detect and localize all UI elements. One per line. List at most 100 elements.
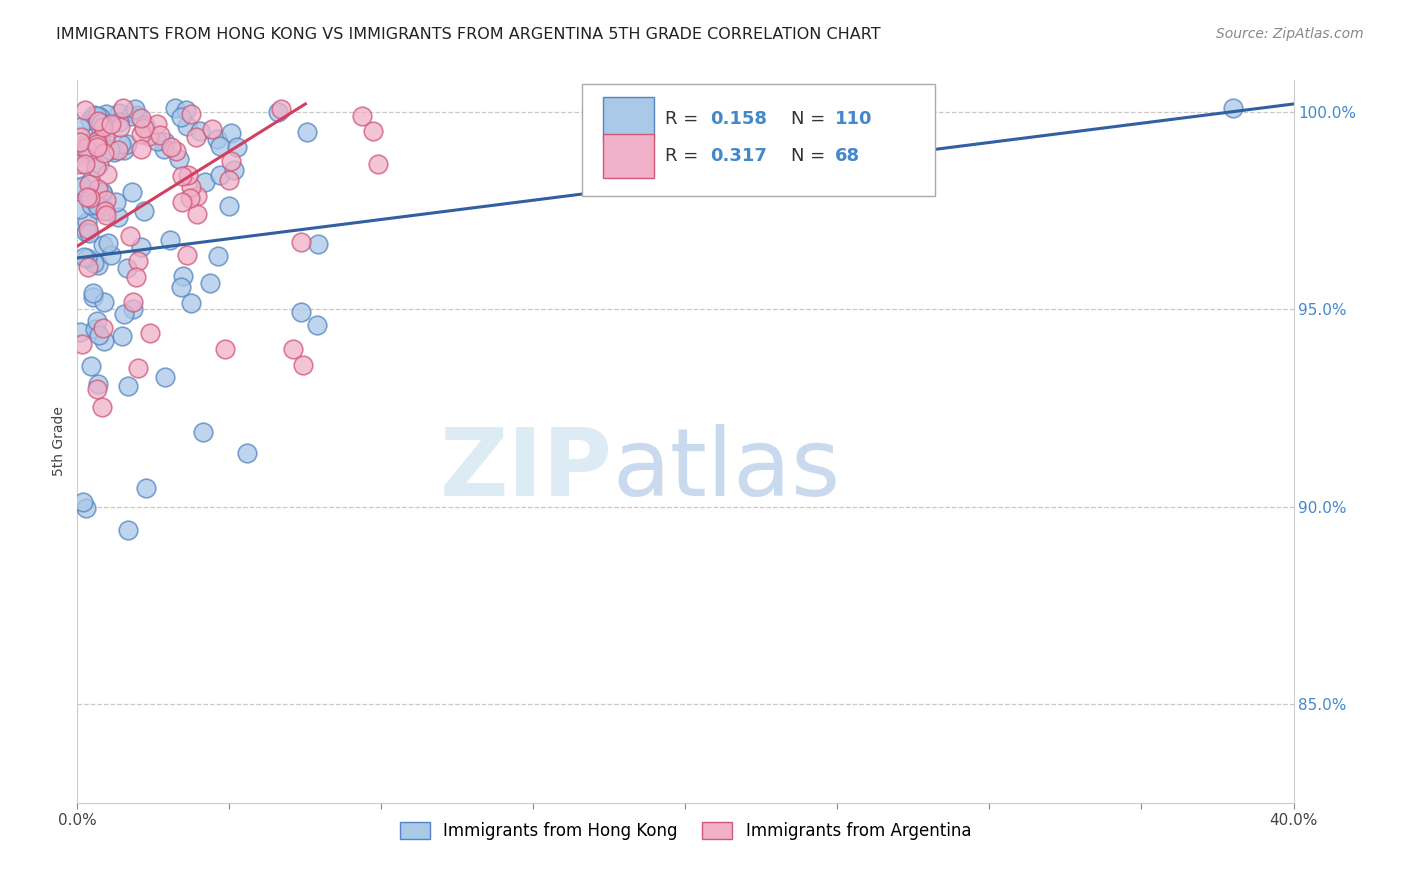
Point <box>83 195 105 210</box>
Point <box>176 103 198 118</box>
Point <box>70 129 93 144</box>
Text: N =: N = <box>792 147 831 165</box>
Point <box>122 295 145 310</box>
Point <box>69 144 91 158</box>
Point <box>363 124 385 138</box>
Point <box>89 194 111 208</box>
Point <box>73 136 96 151</box>
Point <box>129 111 152 125</box>
Point <box>186 189 208 203</box>
Point <box>172 268 194 283</box>
Point <box>93 204 115 219</box>
Legend: Immigrants from Hong Kong, Immigrants from Argentina: Immigrants from Hong Kong, Immigrants fr… <box>392 815 979 847</box>
Point <box>86 382 108 396</box>
Point <box>108 106 131 120</box>
Point <box>69 325 91 339</box>
Point <box>91 237 114 252</box>
Point <box>132 121 155 136</box>
Text: ZIP: ZIP <box>440 425 613 516</box>
Point <box>160 140 183 154</box>
Point <box>209 138 232 153</box>
Text: N =: N = <box>792 110 831 128</box>
Point <box>94 131 117 145</box>
Point <box>87 328 110 343</box>
Point <box>82 290 104 304</box>
Point <box>87 113 110 128</box>
Point <box>90 185 112 199</box>
Point <box>77 136 100 151</box>
Point <box>100 248 122 262</box>
Point <box>76 252 98 266</box>
Point <box>79 145 101 160</box>
Point <box>80 136 103 150</box>
Point <box>77 177 100 191</box>
Point <box>73 250 96 264</box>
Point <box>176 248 198 262</box>
Point <box>139 326 162 341</box>
Point <box>90 401 112 415</box>
Point <box>70 337 93 351</box>
Point <box>214 342 236 356</box>
Point <box>125 108 148 122</box>
Point <box>83 322 105 336</box>
Point <box>93 145 115 160</box>
Point <box>86 198 108 212</box>
Point <box>89 120 111 135</box>
Point <box>124 102 146 116</box>
Point <box>201 121 224 136</box>
Point <box>267 104 290 119</box>
Point <box>111 329 134 343</box>
Point <box>72 179 94 194</box>
Point <box>112 306 135 320</box>
Point <box>180 180 202 194</box>
Point <box>281 343 304 357</box>
Point <box>111 101 134 115</box>
Point <box>86 134 108 148</box>
Text: 110: 110 <box>835 110 873 128</box>
Point <box>73 157 96 171</box>
Point <box>90 116 112 130</box>
Point <box>179 191 201 205</box>
Point <box>115 137 138 152</box>
Point <box>94 136 117 151</box>
Point <box>87 258 110 272</box>
Point <box>96 167 118 181</box>
Point <box>129 128 152 142</box>
Point <box>170 169 193 184</box>
Point <box>132 203 155 218</box>
Point <box>89 157 111 171</box>
Point <box>170 194 193 209</box>
Point <box>208 169 231 183</box>
Point <box>134 118 156 132</box>
Point <box>149 128 172 142</box>
Point <box>152 142 174 156</box>
Point <box>103 145 125 159</box>
Point <box>219 126 242 140</box>
Point <box>222 162 245 177</box>
Point <box>82 286 104 301</box>
Point <box>127 360 149 375</box>
Point <box>219 153 242 168</box>
Point <box>120 229 142 244</box>
Point <box>77 222 100 236</box>
Point <box>218 199 240 213</box>
Point <box>93 202 115 217</box>
Point <box>80 173 103 187</box>
Point <box>75 501 97 516</box>
Point <box>226 140 249 154</box>
Point <box>198 276 221 290</box>
Point <box>110 136 132 151</box>
Point <box>76 260 98 274</box>
Point <box>69 202 91 216</box>
Point <box>100 117 122 131</box>
Point <box>117 379 139 393</box>
Point <box>159 233 181 247</box>
Point <box>170 111 193 125</box>
Point <box>69 120 91 135</box>
Text: IMMIGRANTS FROM HONG KONG VS IMMIGRANTS FROM ARGENTINA 5TH GRADE CORRELATION CHA: IMMIGRANTS FROM HONG KONG VS IMMIGRANTS … <box>56 27 882 42</box>
Point <box>117 523 139 537</box>
FancyBboxPatch shape <box>582 84 935 196</box>
Point <box>307 237 329 252</box>
Point <box>89 132 111 146</box>
Point <box>120 109 142 123</box>
